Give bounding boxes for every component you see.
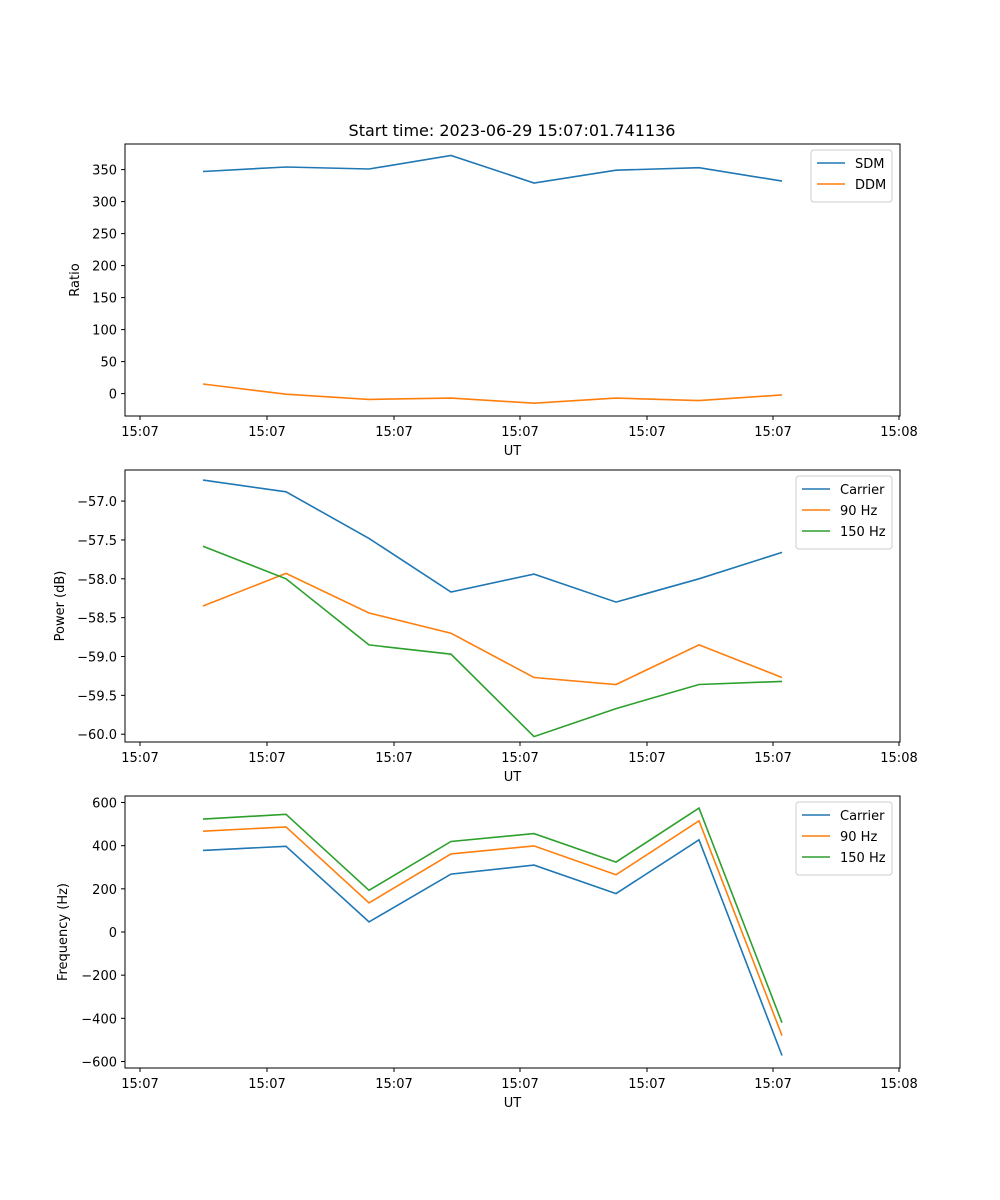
subplot-2: 15:07 15:07 15:07 15:07 15:07 15:07 15:08 −57.0…	[53, 469, 918, 785]
legend: SDM DDM	[810, 149, 893, 203]
legend-entry: 150 Hz	[840, 525, 886, 540]
x-tick-label: 15:07	[501, 1077, 538, 1092]
legend-entry: Carrier	[840, 483, 885, 498]
y-tick-label: 400	[92, 840, 117, 855]
axes-frame	[124, 469, 901, 743]
y-tick-label: 300	[92, 196, 117, 211]
axes-frame	[124, 795, 901, 1069]
figure-title: Start time: 2023-06-29 15:07:01.741136	[349, 121, 676, 140]
series-line-carrier	[202, 838, 783, 1056]
y-axis-label: Power (dB)	[53, 571, 68, 642]
x-tick-label: 15:07	[754, 425, 791, 440]
y-tick-label: −59.0	[77, 651, 117, 666]
subplots: 15:07 15:07 15:07 15:07 15:07 15:07 15:08 0 50 10…	[53, 143, 918, 1111]
y-tick-label: −58.5	[77, 612, 117, 627]
x-tick-label: 15:07	[248, 1077, 285, 1092]
y-tick-label: −57.0	[77, 495, 117, 510]
x-tick-label: 15:07	[121, 751, 158, 766]
y-tick-label: 200	[92, 260, 117, 275]
y-tick-label: 350	[92, 164, 117, 179]
y-axis-label: Frequency (Hz)	[56, 883, 71, 981]
legend-entry: DDM	[855, 178, 886, 193]
x-tick-label: 15:07	[628, 1077, 665, 1092]
legend-entry: 90 Hz	[840, 504, 877, 519]
subplot-1: 15:07 15:07 15:07 15:07 15:07 15:07 15:08 0 50 10…	[68, 143, 918, 459]
x-tick-label: 15:08	[880, 425, 917, 440]
axes-frame	[124, 143, 901, 417]
y-tick-label: −57.5	[77, 534, 117, 549]
legend-entry: SDM	[855, 157, 884, 172]
x-tick-label: 15:07	[375, 1077, 412, 1092]
y-tick-label: −58.0	[77, 573, 117, 588]
x-tick-label: 15:07	[375, 425, 412, 440]
legend: Carrier 90 Hz 150 Hz	[795, 801, 893, 876]
series-line-90-hz	[202, 819, 783, 1036]
x-tick-label: 15:07	[754, 1077, 791, 1092]
x-tick-label: 15:07	[248, 425, 285, 440]
y-tick-label: 250	[92, 228, 117, 243]
y-tick-label: 50	[100, 356, 117, 371]
x-tick-label: 15:07	[121, 425, 158, 440]
x-axis-label: UT	[504, 770, 522, 785]
x-tick-label: 15:07	[248, 751, 285, 766]
legend-entry: 90 Hz	[840, 830, 877, 845]
y-tick-label: −59.5	[77, 689, 117, 704]
x-tick-label: 15:07	[628, 425, 665, 440]
legend-entry: Carrier	[840, 809, 885, 824]
y-tick-label: −600	[81, 1056, 117, 1071]
y-tick-label: 100	[92, 324, 117, 339]
x-tick-label: 15:07	[121, 1077, 158, 1092]
y-tick-label: −200	[81, 969, 117, 984]
legend: Carrier 90 Hz 150 Hz	[795, 475, 893, 550]
x-tick-label: 15:08	[880, 751, 917, 766]
x-tick-label: 15:08	[880, 1077, 917, 1092]
y-tick-label: 200	[92, 883, 117, 898]
x-tick-label: 15:07	[501, 751, 538, 766]
series-line-150-hz	[202, 806, 783, 1023]
series-line-150-hz	[202, 545, 783, 738]
y-tick-label: 150	[92, 292, 117, 307]
y-tick-label: −400	[81, 1012, 117, 1027]
legend-entry: 150 Hz	[840, 851, 886, 866]
series-line-ddm	[202, 383, 783, 405]
series-line-90-hz	[202, 572, 783, 686]
y-tick-label: 0	[109, 926, 117, 941]
x-tick-label: 15:07	[754, 751, 791, 766]
series-line-carrier	[202, 479, 783, 603]
x-tick-label: 15:07	[375, 751, 412, 766]
x-tick-label: 15:07	[501, 425, 538, 440]
series-line-sdm	[202, 154, 783, 184]
y-tick-label: −60.0	[77, 728, 117, 743]
y-tick-label: 0	[109, 388, 117, 403]
x-tick-label: 15:07	[628, 751, 665, 766]
x-axis-label: UT	[504, 1096, 522, 1111]
x-axis-label: UT	[504, 444, 522, 459]
y-axis-label: Ratio	[68, 263, 83, 296]
subplot-3: 15:07 15:07 15:07 15:07 15:07 15:07 15:08 600 40…	[56, 795, 918, 1111]
y-tick-label: 600	[92, 796, 117, 811]
